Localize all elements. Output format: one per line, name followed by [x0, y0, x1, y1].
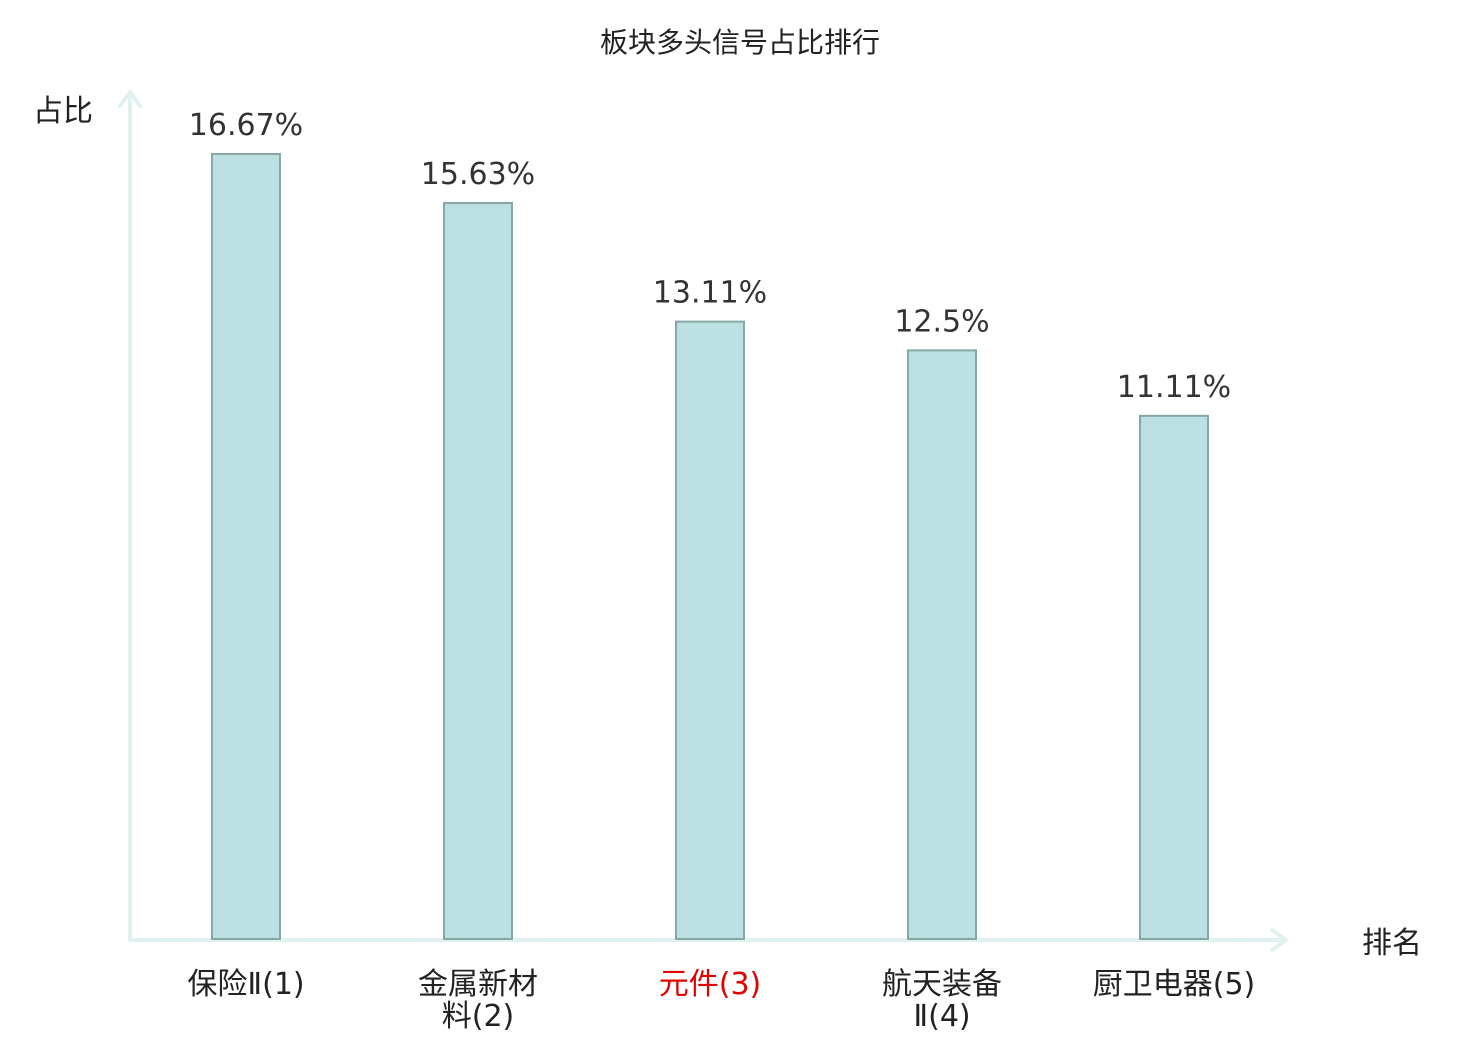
category-label-4-line-1: 航天装备: [882, 967, 1002, 1002]
bar-2: [443, 201, 513, 941]
category-label-3: 元件(3): [659, 967, 762, 1002]
bar-value-label-4: 12.5%: [894, 304, 989, 339]
bar-5: [1139, 414, 1209, 941]
bar-4: [907, 349, 977, 940]
value-labels: 16.67% 15.63% 13.11% 12.5% 11.11%: [189, 108, 1231, 405]
bar-1: [211, 153, 281, 940]
category-label-1: 保险Ⅱ(1): [187, 967, 304, 1002]
category-label-4-line-2: Ⅱ(4): [913, 999, 970, 1034]
x-axis-title: 排名: [1362, 926, 1422, 961]
y-axis-arrow: [118, 90, 142, 108]
x-axis-arrow: [1270, 928, 1288, 952]
bar-value-label-5: 11.11%: [1117, 370, 1231, 405]
y-axis-title: 占比: [33, 94, 93, 129]
bar-value-label-2: 15.63%: [421, 157, 535, 192]
category-label-5: 厨卫电器(5): [1093, 967, 1256, 1002]
bars: [211, 153, 1209, 941]
category-label-2-line-1: 金属新材: [418, 967, 538, 1002]
bar-value-label-3: 13.11%: [653, 276, 767, 311]
bar-3: [675, 320, 745, 941]
bar-value-label-1: 16.67%: [189, 108, 303, 143]
category-label-2-line-2: 料(2): [442, 999, 515, 1034]
chart-title: 板块多头信号占比排行: [600, 26, 880, 59]
